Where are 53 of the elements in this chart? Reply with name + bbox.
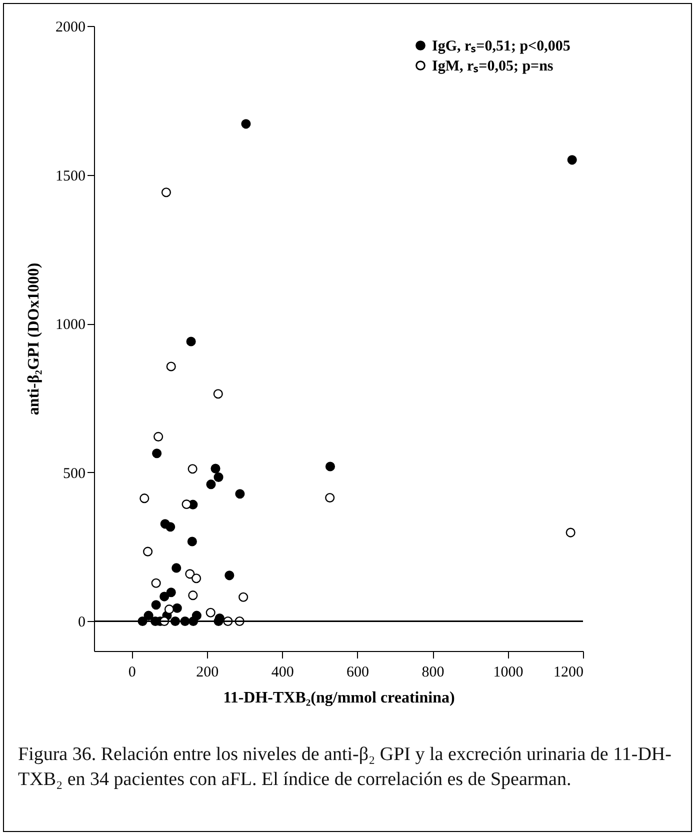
- point: [188, 464, 198, 474]
- legend-label: IgG, rₛ=0,51; p<0,005: [432, 38, 570, 54]
- point: [172, 563, 182, 573]
- point: [192, 610, 202, 620]
- y-tick-label: 1000: [56, 317, 86, 334]
- point: [206, 608, 216, 618]
- x-tick-label: 1000: [493, 664, 524, 680]
- x-tick-label: 0: [128, 664, 136, 680]
- point: [210, 464, 220, 474]
- point: [166, 588, 176, 598]
- point: [241, 119, 251, 129]
- x-tick-label: 1200: [554, 664, 584, 680]
- point: [566, 528, 576, 538]
- point: [188, 590, 198, 600]
- point: [166, 522, 176, 532]
- y-axis-title: anti-β₂GPI (DOx1000): [26, 262, 42, 416]
- point: [143, 546, 153, 556]
- y-tick-label: 2000: [56, 20, 86, 36]
- point: [206, 480, 216, 490]
- point: [140, 494, 150, 504]
- x-tick-label: 400: [271, 664, 294, 680]
- point: [238, 592, 248, 602]
- point: [214, 472, 224, 482]
- point: [235, 489, 245, 499]
- point: [325, 492, 335, 502]
- point: [182, 500, 192, 510]
- y-tick-label: 0: [78, 614, 86, 631]
- point: [172, 603, 182, 613]
- y-tick-label: 500: [63, 466, 86, 482]
- point: [186, 336, 196, 346]
- point: [144, 610, 154, 620]
- y-tick-label: 1500: [56, 168, 86, 184]
- point: [567, 155, 577, 165]
- x-tick-label: 200: [196, 664, 219, 680]
- x-tick-label: 600: [346, 664, 370, 680]
- point: [185, 569, 195, 579]
- point: [154, 432, 164, 442]
- legend-label: IgM, rₛ=0,05; p=ns: [432, 58, 554, 74]
- text: Figura 36. Relación entre los niveles de anti-β₂ GPI y la excreción urinaria de 11-DH-TXB₂ en 34 pacientes con aFL. El índice de correlación es de Spearman.: [18, 743, 672, 792]
- x-tick-label: 800: [422, 664, 444, 680]
- point: [325, 462, 336, 472]
- point: [166, 362, 176, 372]
- x-axis-title: 11-DH-TXB₂(ng/mmol creatinina): [223, 690, 455, 706]
- point: [224, 570, 234, 580]
- point: [164, 604, 174, 614]
- point: [192, 574, 202, 584]
- point: [160, 592, 170, 602]
- point: [151, 578, 161, 588]
- point: [187, 536, 197, 546]
- point: [151, 600, 161, 610]
- point: [152, 448, 162, 458]
- point: [213, 389, 223, 399]
- point: [161, 188, 172, 198]
